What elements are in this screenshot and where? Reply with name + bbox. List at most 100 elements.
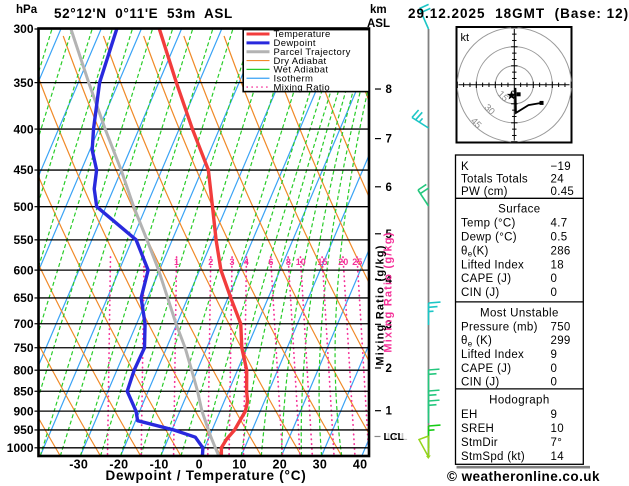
isotherm-line [160, 28, 344, 456]
isotherm-line [38, 28, 102, 178]
wind-barb-feather [418, 117, 424, 123]
table-row-label: SREH [461, 423, 494, 435]
wind-barb-feather [428, 372, 437, 376]
pressure-tick-label: 950 [13, 423, 33, 437]
pressure-tick-label: 550 [13, 233, 33, 247]
pressure-tick-label: 900 [13, 404, 33, 418]
pressure-tick-label: 750 [13, 341, 33, 355]
table-row-value: 286 [551, 245, 571, 257]
mixing-ratio-value-label: 2 [208, 257, 213, 267]
temperature-tick-label: 30 [313, 458, 328, 472]
temperature-curve [157, 28, 250, 456]
legend-label: Dry Adiabat [274, 56, 327, 67]
surface-wind-flag-barb [417, 435, 430, 458]
mixing-ratio-value-label: 25 [352, 257, 362, 267]
isotherm-line [38, 28, 183, 367]
hodograph-unit-label: kt [461, 32, 470, 44]
table-section-title: Most Unstable [480, 307, 559, 319]
pressure-tick-label: 650 [13, 291, 33, 305]
table-row-value: 9 [551, 349, 558, 361]
wind-barb-feather [415, 111, 423, 121]
table-row-value: 18 [551, 259, 564, 271]
station-location-title: 52°12'N 0°11'E 53m ASL [54, 6, 233, 21]
km-tick-label: 2 [386, 363, 392, 375]
wind-barb [411, 109, 429, 129]
mixing-ratio-line [342, 256, 356, 456]
hodograph-trace [514, 87, 542, 115]
isotherm-line [321, 342, 369, 456]
lcl-label-shadow: LCL [387, 431, 408, 443]
wind-barb-feather [428, 368, 440, 371]
temperature-tick-label: -20 [109, 458, 128, 472]
wind-barb-feather [428, 301, 441, 304]
table-row-label: θe(K) [461, 245, 489, 258]
wet-adiabat-line [220, 28, 342, 456]
mixing-ratio-axis-label: Mixing Ratio (g/kg) [375, 244, 387, 365]
pressure-tick-label: 1000 [7, 441, 34, 455]
wind-barb [417, 183, 430, 207]
legend-label: Isotherm [274, 73, 314, 84]
pressure-tick-label: 300 [13, 22, 33, 36]
wet-adiabat-line [38, 28, 154, 399]
wind-barb-feather [428, 403, 437, 407]
dry-adiabat-line [143, 35, 343, 456]
table-row-label: Lifted Index [461, 349, 524, 361]
temperature-tick-label: 20 [272, 458, 287, 472]
table-row-label: EH [461, 409, 478, 421]
wet-adiabat-line [59, 28, 194, 456]
table-row-label: PW (cm) [461, 186, 508, 198]
wet-adiabat-line [200, 28, 331, 456]
mixing-ratio-value-label: 10 [296, 257, 306, 267]
wet-adiabat-line [38, 28, 113, 269]
wind-barb [427, 399, 440, 423]
wet-adiabat-line [240, 28, 351, 456]
isotherm-line [120, 28, 303, 456]
wet-adiabat-line [280, 28, 365, 456]
table-row-label: CAPE (J) [461, 363, 511, 375]
mixing-ratio-value-label: 4 [244, 257, 249, 267]
table-section-title: Hodograph [489, 395, 550, 407]
pressure-tick-label: 400 [13, 122, 33, 136]
wind-barb-feather [428, 389, 440, 392]
km-tick-label: 3 [386, 319, 392, 331]
mixing-ratio-line [242, 256, 248, 456]
mixing-ratio-value-label: 1 [174, 257, 179, 267]
table-row-label: Totals Totals [461, 174, 528, 186]
storm-motion-star [506, 90, 517, 100]
table-row-label: StmDir [461, 437, 498, 449]
mixing-ratio-line [106, 256, 112, 456]
dry-adiabat-line [223, 35, 369, 363]
km-tick-label: 6 [386, 182, 392, 194]
table-row-value: 299 [551, 335, 571, 347]
dry-adiabat-line [263, 35, 369, 284]
table-row-label: Temp (°C) [461, 218, 516, 230]
table-row-label: K [461, 161, 469, 173]
table-row-value: 14 [551, 451, 565, 463]
wind-barb-feather [411, 109, 420, 119]
lcl-label: LCL [384, 431, 405, 443]
wet-adiabat-line [140, 28, 274, 456]
hodograph-trace-marker [516, 92, 521, 97]
mixing-ratio-line [287, 256, 301, 456]
table-row-label: Lifted Index [461, 259, 524, 271]
altitude-axis-unit-asl-label: ASL [367, 17, 390, 30]
pressure-tick-label: 600 [13, 263, 33, 277]
data-table-box [454, 154, 584, 465]
wind-barb-feather [419, 3, 429, 10]
table-row-value: 0 [551, 377, 558, 389]
temperature-tick-label: -30 [69, 458, 88, 472]
table-row-value: 9 [551, 409, 558, 421]
parcel-trajectory-curve [69, 28, 221, 456]
pressure-tick-label: 850 [13, 384, 33, 398]
wind-barb [427, 368, 440, 393]
table-row-value: 24 [551, 174, 565, 186]
table-row-value: 0.45 [551, 186, 575, 198]
wind-barb-staff [417, 189, 430, 207]
km-tick-label: 7 [386, 134, 392, 146]
temperature-tick-label: -10 [150, 458, 169, 472]
mixing-ratio-value-label: 20 [338, 257, 348, 267]
wet-adiabat-line [260, 28, 359, 456]
mixing-ratio-line [299, 256, 314, 456]
